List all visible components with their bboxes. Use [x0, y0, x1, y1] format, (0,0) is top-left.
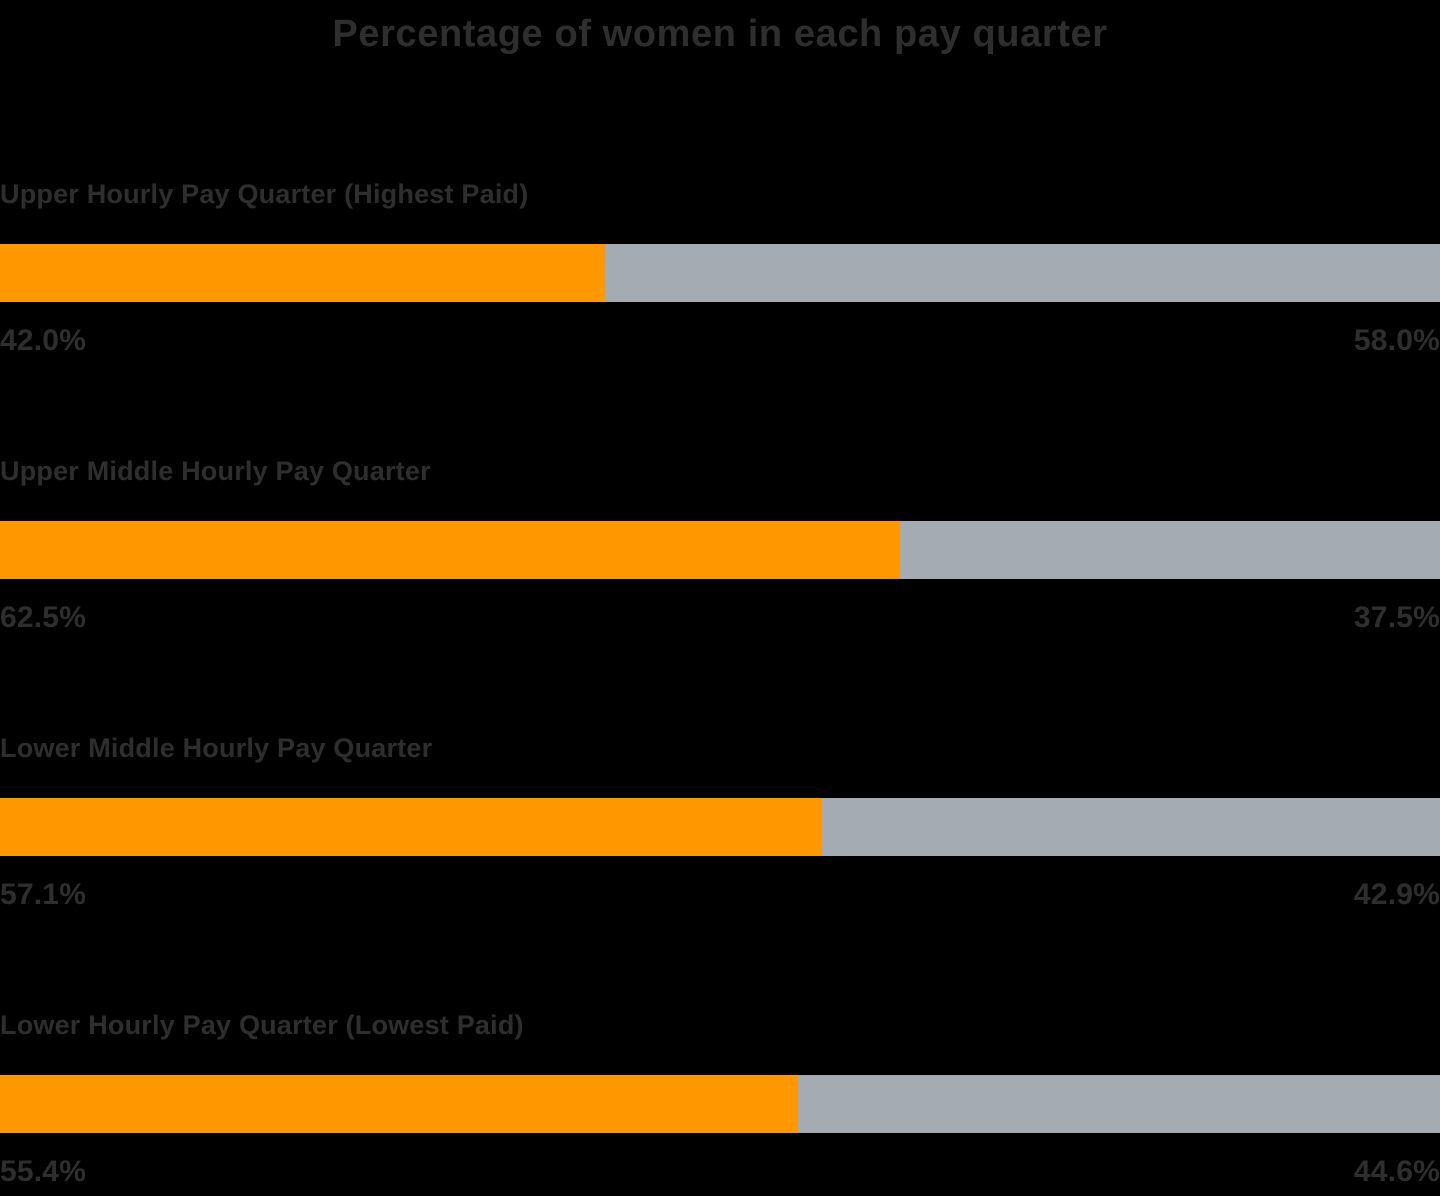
women-percentage-label: 57.1%: [0, 878, 87, 911]
men-bar-segment: [822, 798, 1440, 856]
quarter-label: Lower Middle Hourly Pay Quarter: [0, 733, 433, 763]
men-percentage-label: 44.6%: [1353, 1155, 1440, 1188]
pay-quarter-section-lower-middle: Lower Middle Hourly Pay Quarter 57.1% 42…: [0, 732, 1440, 910]
pay-quarter-section-lower: Lower Hourly Pay Quarter (Lowest Paid) 5…: [0, 1009, 1440, 1187]
chart-title: Percentage of women in each pay quarter: [332, 13, 1108, 55]
men-percentage-label: 42.9%: [1353, 878, 1440, 911]
men-bar-segment: [797, 1075, 1440, 1133]
women-percentage-label: 42.0%: [0, 324, 87, 357]
women-bar-segment: [0, 1075, 798, 1133]
women-bar-segment: [0, 521, 900, 579]
men-percentage-label: 37.5%: [1353, 601, 1440, 634]
women-percentage-label: 55.4%: [0, 1155, 87, 1188]
men-bar-segment: [604, 244, 1440, 302]
quarter-label: Upper Hourly Pay Quarter (Highest Paid): [0, 179, 529, 209]
stacked-bar: [0, 521, 1440, 579]
quarter-label: Upper Middle Hourly Pay Quarter: [0, 456, 431, 486]
value-row: 42.0% 58.0%: [0, 326, 1440, 356]
value-row: 55.4% 44.6%: [0, 1157, 1440, 1187]
quarter-label: Lower Hourly Pay Quarter (Lowest Paid): [0, 1010, 524, 1040]
men-bar-segment: [900, 521, 1440, 579]
stacked-bar: [0, 798, 1440, 856]
women-percentage-label: 62.5%: [0, 601, 87, 634]
pay-quarter-section-upper-middle: Upper Middle Hourly Pay Quarter 62.5% 37…: [0, 455, 1440, 633]
women-bar-segment: [0, 798, 823, 856]
value-row: 62.5% 37.5%: [0, 603, 1440, 633]
value-row: 57.1% 42.9%: [0, 880, 1440, 910]
stacked-bar: [0, 1075, 1440, 1133]
men-percentage-label: 58.0%: [1353, 324, 1440, 357]
chart-sections: Upper Hourly Pay Quarter (Highest Paid) …: [0, 178, 1440, 1187]
women-bar-segment: [0, 244, 605, 302]
pay-quarter-section-upper: Upper Hourly Pay Quarter (Highest Paid) …: [0, 178, 1440, 356]
stacked-bar: [0, 244, 1440, 302]
